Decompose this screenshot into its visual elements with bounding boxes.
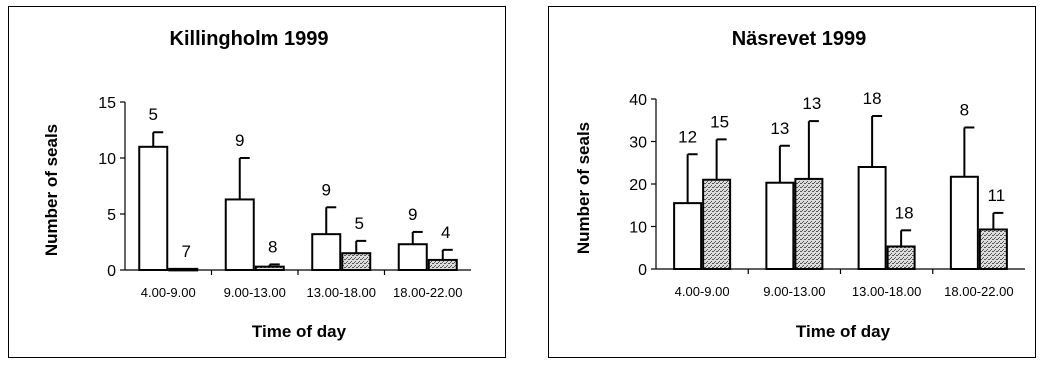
- bar: [254, 265, 285, 272]
- bar: [341, 252, 372, 271]
- data-label: 11: [988, 186, 1006, 205]
- y-axis-title: Number of seals: [42, 124, 61, 256]
- chart-title: Killingholm 1999: [170, 28, 329, 50]
- x-tick-label: 18.00-22.00: [393, 285, 462, 300]
- y-tick-label: 15: [98, 95, 116, 112]
- y-axis-title: Number of seals: [574, 122, 593, 254]
- data-label: 9: [408, 205, 417, 224]
- data-label: 5: [149, 105, 158, 124]
- x-tick-label: 9.00-13.00: [224, 285, 286, 300]
- bar: [397, 243, 428, 272]
- bar: [794, 177, 824, 270]
- bar: [857, 166, 887, 270]
- data-label: 12: [678, 127, 697, 146]
- chart-killingholm: Killingholm 1999 0 5 10 15 Number of seals Tim…: [42, 28, 471, 341]
- chart-panel-nasrevet: Näsrevet 1999 0 10 20 30 40 Number of seals Tim…: [548, 6, 1036, 358]
- bar: [886, 245, 916, 271]
- x-tick-label: 9.00-13.00: [763, 284, 825, 299]
- data-label: 9: [322, 180, 331, 199]
- bar: [427, 258, 458, 271]
- data-label: 13: [770, 119, 789, 138]
- bar: [673, 202, 703, 270]
- bar: [765, 181, 795, 271]
- bar: [311, 233, 342, 272]
- data-label: 5: [355, 214, 364, 233]
- x-tick-label: 13.00-18.00: [852, 284, 921, 299]
- x-axis-title: Time of day: [252, 322, 347, 341]
- y-tick-label: 0: [638, 262, 647, 279]
- y-tick-label: 40: [629, 92, 647, 109]
- y-tick-label: 0: [107, 263, 116, 280]
- data-label: 7: [182, 242, 191, 261]
- x-tick-label: 13.00-18.00: [307, 285, 376, 300]
- data-label: 18: [895, 203, 914, 222]
- data-label: 15: [710, 112, 729, 131]
- y-tick-label: 10: [629, 220, 647, 237]
- data-label: 8: [268, 237, 277, 256]
- data-label: 18: [863, 89, 882, 108]
- chart-panel-killingholm: Killingholm 1999 0 5 10 15 Number of seals Tim…: [8, 6, 506, 358]
- bar: [168, 267, 199, 272]
- data-label: 8: [960, 100, 969, 119]
- bar: [224, 198, 255, 271]
- data-label: 9: [235, 131, 244, 150]
- bar: [978, 228, 1008, 271]
- x-axis-title: Time of day: [796, 322, 891, 341]
- chart-title: Näsrevet 1999: [732, 28, 867, 50]
- y-tick-label: 20: [629, 177, 647, 194]
- bar: [949, 175, 979, 270]
- bar: [138, 145, 169, 271]
- bar: [702, 178, 732, 270]
- y-tick-label: 10: [98, 151, 116, 168]
- y-tick-label: 5: [107, 207, 116, 224]
- data-label: 13: [802, 94, 821, 113]
- data-label: 4: [441, 223, 450, 242]
- chart-nasrevet: Näsrevet 1999 0 10 20 30 40 Number of seals Tim…: [574, 28, 1025, 341]
- x-tick-label: 4.00-9.00: [675, 284, 730, 299]
- y-tick-label: 30: [629, 135, 647, 152]
- x-tick-label: 4.00-9.00: [141, 285, 196, 300]
- x-tick-label: 18.00-22.00: [944, 284, 1013, 299]
